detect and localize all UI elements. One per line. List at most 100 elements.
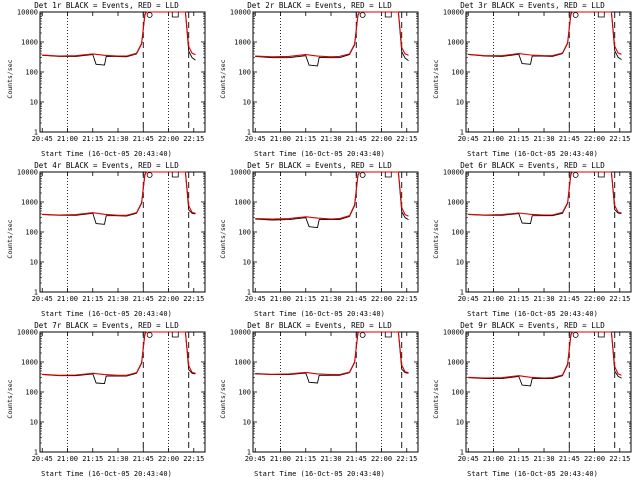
detector-panel: Det 7r BLACK = Events, RED = LLD 1 10 100 10…: [0, 320, 213, 480]
detector-panel: Det 4r BLACK = Events, RED = LLD 1 10 100 10…: [0, 160, 213, 320]
x-tick-label: 21:00: [483, 295, 504, 303]
x-tick-label: 21:45: [346, 135, 367, 143]
x-axis-title: Start Time (16-Oct-05 20:43:40): [41, 150, 172, 158]
events-series-line: [468, 171, 622, 225]
panel-chart: 1 10 100 1000 10000 20:45 21:00 21:15 21:30 21:45…: [17, 9, 206, 143]
x-tick-label: 21:15: [82, 455, 103, 463]
gap-marker-bracket: [597, 172, 605, 178]
panel-title: Det 6r BLACK = Events, RED = LLD: [460, 161, 605, 170]
x-tick-label: 21:00: [270, 455, 291, 463]
gap-marker-bracket: [171, 12, 179, 18]
x-tick-label: 22:00: [371, 455, 392, 463]
y-tick-label: 100: [25, 229, 38, 237]
events-series-line: [42, 11, 196, 66]
y-tick-label: 100: [25, 389, 38, 397]
x-tick-label: 20:45: [458, 135, 479, 143]
x-tick-label: 21:30: [107, 135, 128, 143]
x-tick-label: 21:45: [559, 135, 580, 143]
y-axis-title: Counts/sec: [219, 219, 227, 259]
x-tick-label: 21:15: [508, 455, 529, 463]
detector-panel: Det 5r BLACK = Events, RED = LLD 1 10 100 10…: [213, 160, 426, 320]
y-tick-label: 1000: [234, 199, 251, 207]
panel-title: Det 3r BLACK = Events, RED = LLD: [460, 1, 605, 10]
y-tick-label: 100: [451, 229, 464, 237]
x-tick-label: 22:00: [584, 295, 605, 303]
y-tick-label: 1000: [234, 39, 251, 47]
gap-marker-circle: [572, 332, 579, 338]
x-tick-label: 22:15: [183, 135, 204, 143]
x-tick-label: 22:00: [158, 455, 179, 463]
gap-marker-bracket: [384, 332, 392, 338]
x-tick-label: 21:15: [295, 295, 316, 303]
y-tick-label: 1000: [447, 359, 464, 367]
x-axis-title: Start Time (16-Oct-05 20:43:40): [467, 310, 598, 318]
plot-frame: [252, 171, 419, 293]
gap-marker-bracket: [384, 172, 392, 178]
plot-frame: [465, 331, 632, 453]
lld-series-line: [468, 171, 622, 216]
plot-frame: [252, 11, 419, 133]
y-tick-label: 10: [243, 419, 251, 427]
x-tick-label: 21:15: [508, 135, 529, 143]
y-tick-label: 10000: [230, 9, 251, 17]
x-tick-label: 21:00: [483, 135, 504, 143]
x-tick-label: 21:30: [107, 455, 128, 463]
x-axis-title: Start Time (16-Oct-05 20:43:40): [254, 310, 385, 318]
x-tick-label: 22:15: [396, 135, 417, 143]
x-axis-title: Start Time (16-Oct-05 20:43:40): [467, 470, 598, 478]
gap-marker-circle: [146, 172, 153, 178]
x-tick-label: 21:15: [82, 135, 103, 143]
x-tick-label: 21:45: [133, 295, 154, 303]
gap-marker-circle: [572, 172, 579, 178]
y-tick-label: 10000: [230, 329, 251, 337]
y-tick-label: 100: [451, 389, 464, 397]
x-tick-label: 21:30: [533, 455, 554, 463]
detector-panel: Det 1r BLACK = Events, RED = LLD 1 10 100 10…: [0, 0, 213, 160]
y-tick-label: 1: [247, 449, 251, 457]
x-tick-label: 22:15: [183, 295, 204, 303]
y-tick-label: 10: [456, 419, 464, 427]
events-series-line: [255, 11, 409, 67]
y-tick-label: 1: [34, 289, 38, 297]
x-tick-label: 20:45: [245, 455, 266, 463]
y-tick-label: 1000: [21, 199, 38, 207]
plot-frame: [252, 331, 419, 453]
x-tick-label: 22:15: [609, 455, 630, 463]
lld-series-line: [42, 331, 196, 376]
x-tick-label: 22:00: [371, 295, 392, 303]
y-tick-label: 1000: [447, 199, 464, 207]
gap-marker-bracket: [171, 172, 179, 178]
x-tick-label: 22:00: [584, 455, 605, 463]
events-series-line: [468, 11, 622, 65]
x-tick-label: 21:45: [133, 135, 154, 143]
lld-series-line: [42, 171, 196, 216]
plot-frame: [39, 331, 206, 453]
y-tick-label: 1000: [234, 359, 251, 367]
y-tick-label: 10000: [443, 9, 464, 17]
x-tick-label: 20:45: [458, 455, 479, 463]
gap-marker-circle: [359, 12, 366, 18]
gap-marker-circle: [146, 332, 153, 338]
events-series-line: [255, 331, 409, 384]
x-tick-label: 21:45: [559, 455, 580, 463]
panel-chart: 1 10 100 1000 10000 20:45 21:00 21:15 21:30 21:45…: [17, 169, 206, 303]
plot-frame: [39, 11, 206, 133]
x-tick-label: 21:30: [533, 135, 554, 143]
detector-panel: Det 8r BLACK = Events, RED = LLD 1 10 100 10…: [213, 320, 426, 480]
y-tick-label: 1: [460, 449, 464, 457]
y-tick-label: 1: [247, 289, 251, 297]
gap-marker-circle: [572, 12, 579, 18]
x-tick-label: 22:00: [584, 135, 605, 143]
y-tick-label: 10: [243, 99, 251, 107]
plot-frame: [465, 171, 632, 293]
panel-chart: 1 10 100 1000 10000 20:45 21:00 21:15 21:30 21:45…: [230, 169, 419, 303]
y-tick-label: 1: [34, 129, 38, 137]
detector-panel: Det 3r BLACK = Events, RED = LLD 1 10 100 10…: [426, 0, 639, 160]
y-tick-label: 1000: [21, 39, 38, 47]
x-axis-title: Start Time (16-Oct-05 20:43:40): [41, 310, 172, 318]
x-tick-label: 22:15: [609, 295, 630, 303]
y-tick-label: 10000: [230, 169, 251, 177]
y-tick-label: 10000: [17, 329, 38, 337]
x-tick-label: 21:00: [270, 135, 291, 143]
y-tick-label: 10: [243, 259, 251, 267]
